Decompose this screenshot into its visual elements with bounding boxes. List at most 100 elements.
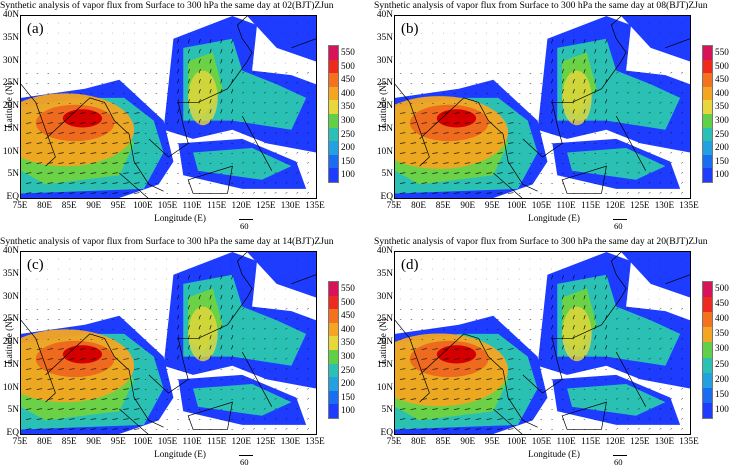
flux-vector [486, 428, 492, 430]
flux-vector [432, 388, 438, 390]
flux-vector [307, 378, 310, 380]
flux-vector [90, 182, 97, 184]
x-tick-label: 105E [531, 200, 552, 210]
flux-vector [296, 101, 299, 104]
flux-vector [307, 132, 310, 134]
flux-vector [497, 388, 503, 390]
flux-vector [399, 172, 406, 174]
flux-vector [220, 79, 223, 84]
flux-vector [296, 408, 299, 410]
flux-vector [263, 317, 266, 320]
flux-vector [648, 408, 651, 410]
flux-vector [198, 285, 201, 290]
flux-vector [263, 132, 266, 134]
flux-vector [616, 368, 619, 370]
flux-vector [69, 348, 75, 350]
flux-vector [681, 327, 684, 330]
flux-vectors [25, 22, 310, 194]
flux-vector [637, 418, 640, 420]
x-tick-label: 125E [256, 200, 276, 210]
flux-vector [443, 368, 449, 370]
flux-vector [187, 89, 190, 94]
flux-vector [252, 317, 255, 320]
flux-vector [453, 348, 460, 350]
flux-vector [616, 337, 619, 340]
flux-vector [25, 418, 32, 420]
flux-vector [648, 182, 651, 184]
flux-vector [101, 142, 108, 144]
flux-vector [285, 91, 288, 94]
flux-vector [90, 428, 97, 430]
flux-vector [410, 192, 417, 194]
flux-vector [101, 152, 108, 154]
flux-vector [637, 378, 640, 380]
flux-vector [475, 388, 482, 390]
flux-vector [252, 307, 255, 310]
flux-vector [296, 347, 299, 350]
flux-vector [399, 182, 406, 184]
flux-vector [626, 111, 629, 114]
flux-vector [626, 172, 629, 174]
flux-vector [497, 132, 503, 134]
flux-vector [263, 327, 266, 330]
flux-vector [274, 152, 277, 154]
flux-vector [475, 348, 482, 350]
flux-vector [231, 325, 234, 330]
flux-vector [274, 111, 277, 114]
y-tick-label: 25N [376, 78, 393, 89]
flux-vector [637, 368, 640, 370]
flux-vector [25, 152, 32, 154]
flux-vector [583, 315, 586, 320]
flux-vector [464, 182, 471, 184]
flux-vector [58, 162, 64, 164]
y-tick-label: 5N [381, 405, 393, 416]
flux-vector [252, 152, 255, 154]
colorbar-swatch [329, 154, 338, 169]
flux-vector [605, 39, 608, 44]
flux-vector [296, 162, 299, 164]
colorbar-tick: 550 [341, 283, 355, 293]
flux-vector [90, 172, 97, 174]
flux-vector [572, 355, 575, 360]
y-tick-label: 20N [376, 101, 393, 111]
flux-vector [285, 408, 288, 410]
flux-vector [187, 275, 190, 280]
flux-vector [637, 307, 640, 310]
flux-vector [648, 337, 651, 340]
colorbar-swatch [703, 141, 712, 155]
flux-vector [464, 122, 471, 124]
flux-vector [475, 378, 482, 380]
flux-vector [681, 91, 684, 94]
colorbar-swatch [703, 73, 712, 87]
flux-vector [561, 39, 564, 44]
flux-region-max [62, 109, 103, 128]
flux-vector [123, 418, 129, 420]
flux-vector [252, 172, 255, 174]
map-canvas [21, 252, 316, 434]
flux-vector [296, 327, 299, 330]
flux-vector [561, 355, 564, 360]
flux-vector [464, 418, 471, 420]
flux-vector [464, 368, 471, 370]
flux-vector [605, 305, 608, 310]
flux-vector [572, 325, 575, 330]
flux-vector [659, 192, 662, 194]
flux-vector [443, 388, 449, 390]
x-tick-label: 75E [386, 436, 402, 446]
flux-vector [670, 317, 673, 320]
colorbar-swatch [329, 59, 338, 74]
flux-vector [220, 305, 223, 310]
flux-vector [551, 275, 554, 280]
flux-vector [209, 79, 212, 84]
x-tick-label: 120E [605, 436, 625, 446]
flux-vector [36, 162, 43, 164]
flux-vector [637, 388, 640, 390]
flux-vector [242, 162, 245, 164]
flux-vector [486, 132, 492, 134]
flux-vector [209, 305, 212, 310]
flux-vector [307, 368, 310, 370]
flux-vector [648, 317, 651, 320]
flux-vector [209, 275, 212, 280]
flux-vector [25, 428, 32, 430]
flux-vector [134, 122, 140, 124]
